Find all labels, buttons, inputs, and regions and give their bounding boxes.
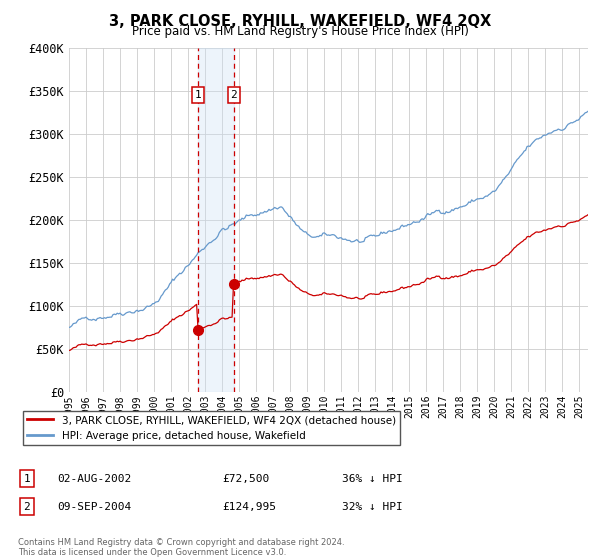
Text: £124,995: £124,995 [222,502,276,512]
Text: 2: 2 [230,90,237,100]
Text: 32% ↓ HPI: 32% ↓ HPI [342,502,403,512]
Bar [198,48,234,392]
Text: 1: 1 [23,474,31,484]
Text: 3, PARK CLOSE, RYHILL, WAKEFIELD, WF4 2QX: 3, PARK CLOSE, RYHILL, WAKEFIELD, WF4 2Q… [109,14,491,29]
Text: £72,500: £72,500 [222,474,269,484]
Legend: 3, PARK CLOSE, RYHILL, WAKEFIELD, WF4 2QX (detached house), HPI: Average price, : 3, PARK CLOSE, RYHILL, WAKEFIELD, WF4 2Q… [23,411,400,445]
Text: 02-AUG-2002: 02-AUG-2002 [57,474,131,484]
Text: Price paid vs. HM Land Registry's House Price Index (HPI): Price paid vs. HM Land Registry's House … [131,25,469,38]
Text: 2: 2 [23,502,31,512]
Text: 36% ↓ HPI: 36% ↓ HPI [342,474,403,484]
Text: 1: 1 [194,90,202,100]
Text: Contains HM Land Registry data © Crown copyright and database right 2024.
This d: Contains HM Land Registry data © Crown c… [18,538,344,557]
Text: 09-SEP-2004: 09-SEP-2004 [57,502,131,512]
